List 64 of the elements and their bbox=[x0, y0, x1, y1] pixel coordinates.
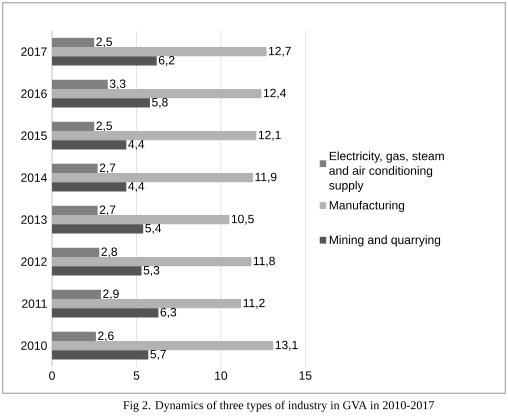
bar bbox=[52, 98, 150, 108]
bar bbox=[52, 248, 100, 258]
bar bbox=[52, 80, 108, 90]
data-label: 11,2 bbox=[244, 298, 265, 309]
bar bbox=[52, 224, 144, 234]
text: Fig 2. Dynamics of three types of industry in GVA in 2010-2017 bbox=[123, 400, 434, 412]
data-label: 2,5 bbox=[96, 37, 112, 48]
data-label: 2,9 bbox=[103, 289, 119, 300]
bar bbox=[52, 257, 252, 266]
bar bbox=[52, 341, 274, 350]
y-tick-label: 2013 bbox=[21, 215, 47, 224]
data-label: 6,2 bbox=[158, 56, 174, 66]
data-label: 2,6 bbox=[98, 331, 114, 342]
bar bbox=[52, 131, 256, 140]
bar bbox=[52, 164, 98, 174]
data-label: 2,7 bbox=[100, 163, 116, 174]
data-label: 11,9 bbox=[255, 172, 276, 183]
bar bbox=[52, 308, 158, 318]
data-label: 11,8 bbox=[254, 256, 275, 267]
bar bbox=[52, 56, 157, 66]
data-label: 5,8 bbox=[152, 98, 168, 108]
bar bbox=[52, 173, 253, 182]
bar bbox=[52, 290, 101, 300]
data-label: 2,7 bbox=[100, 205, 116, 216]
bar bbox=[52, 206, 98, 216]
legend-label: Manufacturing bbox=[330, 200, 404, 212]
data-label: 12,1 bbox=[258, 130, 281, 141]
bar bbox=[52, 299, 242, 308]
data-label: 2,8 bbox=[101, 247, 118, 258]
data-label: 6,3 bbox=[160, 308, 176, 318]
data-label: 5,4 bbox=[145, 224, 162, 234]
y-tick-label: 2015 bbox=[21, 131, 47, 140]
bar bbox=[52, 89, 262, 98]
x-tick-label: 5 bbox=[134, 371, 140, 380]
bar bbox=[52, 332, 96, 342]
data-label: 13,1 bbox=[276, 340, 298, 351]
legend-label: Mining and quarrying bbox=[330, 235, 440, 246]
y-tick-label: 2011 bbox=[22, 299, 47, 308]
x-tick-label: 15 bbox=[300, 371, 312, 380]
data-label: 12,7 bbox=[269, 46, 291, 57]
bar bbox=[52, 266, 142, 276]
x-tick-label: 10 bbox=[215, 371, 228, 380]
data-label: 10,5 bbox=[232, 214, 254, 225]
y-tick-label: 2012 bbox=[21, 257, 47, 266]
bar bbox=[52, 38, 94, 48]
bar bbox=[52, 47, 266, 56]
bar bbox=[52, 182, 126, 192]
y-tick-label: 2017 bbox=[21, 47, 47, 56]
y-tick-label: 2014 bbox=[21, 173, 47, 182]
y-tick-label: 2016 bbox=[21, 89, 47, 98]
data-label: 4,4 bbox=[128, 182, 144, 192]
y-tick-label: 2010 bbox=[21, 341, 47, 350]
bar bbox=[52, 122, 94, 132]
data-label: 3,3 bbox=[110, 79, 126, 90]
data-label: 2,5 bbox=[96, 121, 112, 132]
bar bbox=[52, 350, 148, 360]
x-tick-label: 0 bbox=[49, 371, 55, 380]
bar bbox=[52, 140, 126, 150]
data-label: 5,3 bbox=[144, 266, 160, 276]
data-label: 5,7 bbox=[150, 350, 166, 360]
legend-label: Electricity, gas, steam and air conditioning supply bbox=[329, 151, 444, 192]
data-label: 12,4 bbox=[264, 88, 286, 99]
data-label: 4,4 bbox=[128, 140, 144, 150]
bar bbox=[52, 215, 230, 224]
